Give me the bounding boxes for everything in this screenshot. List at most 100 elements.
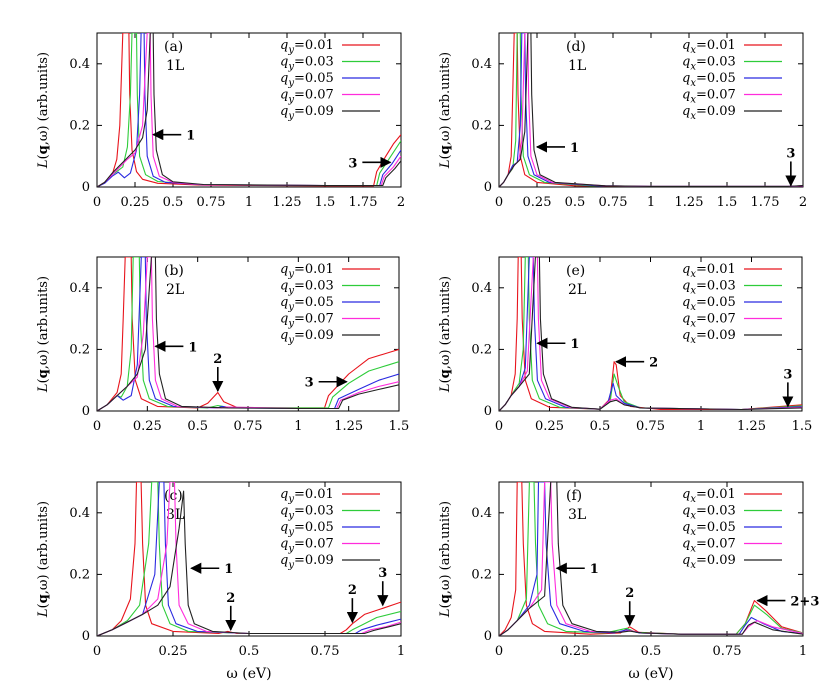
legend-label: qx=0.05: [682, 520, 736, 538]
series-line-1: [499, 482, 803, 636]
annotation-label: 1: [570, 141, 579, 156]
plot-frame: [498, 481, 804, 637]
x-tick-label: 0.75: [234, 419, 263, 434]
x-tick-label: 0.5: [641, 644, 662, 659]
x-tick-label: 1: [294, 419, 302, 434]
y-tick-label: 0: [484, 629, 492, 644]
legend-label: qy=0.01: [280, 262, 334, 280]
x-tick-label: 0.75: [197, 195, 226, 210]
panel-c: 0 0.25 0.5 0.75 1 0 0.2 0.4 L(q,ω) (arb.units) ω …: [36, 481, 405, 682]
annotation-label: 2: [348, 583, 357, 598]
x-tick-label: 1.5: [792, 419, 813, 434]
annotation-label: 1: [186, 129, 195, 144]
annotation-label: 1: [224, 562, 233, 577]
plot-frame: [96, 256, 400, 412]
legend-label: qy=0.07: [280, 537, 334, 555]
series-line-3: [97, 257, 399, 411]
series-line-1: [97, 257, 399, 411]
x-tick-label: 1.75: [751, 195, 780, 210]
panel-label: (a): [164, 39, 183, 55]
y-axis-label: L(q,ω) (arb.units): [36, 501, 51, 618]
annotation-label: 2+3: [790, 595, 819, 610]
y-axis-label: L(q,ω) (arb.units): [438, 52, 453, 169]
panel-label: (e): [566, 263, 585, 279]
legend-label: qx=0.03: [682, 504, 736, 522]
layer-label: 1L: [166, 58, 184, 74]
series-line-5: [499, 33, 803, 187]
panel-b: 0 0.25 0.5 0.75 1 1.25 1.5 0 0.2 0.4 L(q,ω) (arb.u…: [36, 256, 409, 434]
x-tick-label: 1.25: [737, 419, 766, 434]
x-axis-label: ω (eV): [628, 666, 673, 682]
series-line-2: [499, 257, 802, 411]
annotation-label: 2: [625, 586, 634, 601]
legend-label: qy=0.09: [280, 104, 334, 122]
legend-label: qx=0.09: [682, 104, 736, 122]
annotation-label: 2: [213, 352, 222, 367]
legend-label: qy=0.05: [280, 520, 334, 538]
x-tick-label: 0.25: [561, 644, 590, 659]
x-tick-label: 1.25: [334, 419, 363, 434]
y-axis-label: L(q,ω) (arb.units): [36, 276, 51, 393]
annotation-label: 3: [378, 566, 387, 581]
series-line-5: [499, 257, 802, 411]
panel-label: (c): [164, 488, 183, 504]
x-tick-label: 0: [93, 644, 101, 659]
annotation-label: 2: [649, 356, 658, 371]
legend-label: qy=0.05: [280, 295, 334, 313]
y-tick-label: 0.4: [471, 506, 492, 521]
panel-label: (b): [164, 263, 184, 279]
annotation-label: 3: [348, 156, 357, 171]
legend-label: qx=0.01: [682, 38, 736, 56]
annotation-label: 3: [305, 376, 314, 391]
x-tick-label: 1: [245, 195, 253, 210]
legend-label: qy=0.05: [280, 71, 334, 89]
series-line-4: [499, 33, 803, 187]
y-tick-label: 0.2: [69, 567, 90, 582]
series-line-3: [499, 33, 803, 187]
legend-label: qx=0.05: [682, 71, 736, 89]
series-line-1: [97, 33, 401, 187]
legend-label: qx=0.03: [682, 55, 736, 73]
layer-label: 2L: [568, 282, 586, 298]
x-tick-label: 0: [495, 195, 503, 210]
x-tick-label: 0.5: [239, 644, 260, 659]
y-tick-label: 0.2: [471, 118, 492, 133]
series-line-5: [97, 490, 401, 636]
series-group: [499, 482, 803, 636]
y-axis-label: L(q,ω) (arb.units): [438, 276, 453, 393]
y-tick-label: 0.4: [471, 281, 492, 296]
annotation-label: 3: [786, 146, 795, 161]
layer-label: 1L: [568, 58, 586, 74]
x-tick-label: 0.5: [590, 419, 611, 434]
legend-label: qx=0.07: [682, 537, 736, 555]
series-line-5: [499, 482, 803, 636]
panel-label: (f): [566, 488, 582, 504]
series-line-2: [97, 257, 399, 411]
x-tick-label: 0: [495, 419, 503, 434]
legend-label: qy=0.07: [280, 88, 334, 106]
legend-label: qy=0.03: [280, 279, 334, 297]
x-tick-label: 0.25: [133, 419, 162, 434]
x-tick-label: 0: [93, 195, 101, 210]
series-group: [97, 257, 399, 411]
x-tick-label: 0.5: [565, 195, 586, 210]
legend-label: qy=0.03: [280, 504, 334, 522]
legend-label: qx=0.07: [682, 312, 736, 330]
legend-label: qy=0.09: [280, 328, 334, 346]
y-axis-label: L(q,ω) (arb.units): [438, 501, 453, 618]
y-tick-label: 0.4: [69, 57, 90, 72]
x-tick-label: 1.5: [315, 195, 336, 210]
series-line-3: [499, 482, 803, 636]
series-line-2: [499, 482, 803, 636]
x-tick-label: 2: [397, 195, 405, 210]
series-line-2: [499, 33, 803, 187]
y-tick-label: 0.4: [69, 506, 90, 521]
x-tick-label: 0: [93, 419, 101, 434]
legend-label: qy=0.07: [280, 312, 334, 330]
x-tick-label: 0.75: [311, 644, 340, 659]
y-axis-label: L(q,ω) (arb.units): [36, 52, 51, 169]
x-tick-label: 0.5: [163, 195, 184, 210]
x-tick-label: 1: [397, 644, 405, 659]
x-tick-label: 1: [647, 195, 655, 210]
